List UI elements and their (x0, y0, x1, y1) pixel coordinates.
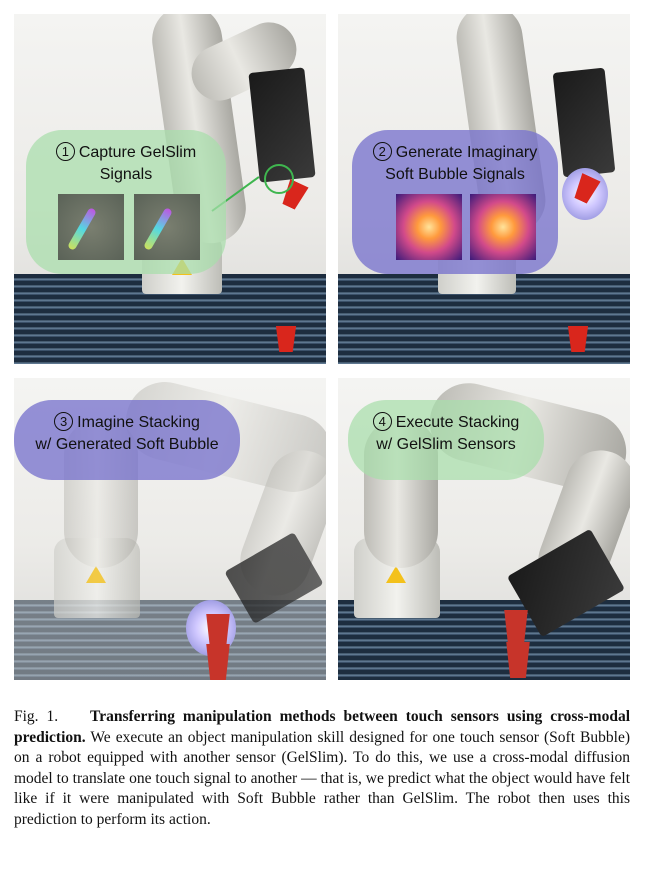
title-line2: Signals (99, 166, 153, 183)
figure-caption: Fig. 1. Transferring manipulation method… (14, 707, 630, 830)
step-title: 3 Imagine Stacking (14, 412, 240, 434)
warning-sign-icon (386, 566, 406, 583)
title-line1: Capture GelSlim (78, 144, 197, 161)
target-cup (206, 644, 230, 680)
step-callout: 2 Generate Imaginary Soft Bubble Signals (352, 130, 558, 274)
target-cup (275, 326, 297, 352)
soft-bubble-signal-left (396, 194, 462, 260)
gripper (552, 67, 616, 178)
step-callout: 1 Capture GelSlim Signals (26, 130, 226, 274)
title-line2: w/ GelSlim Sensors (376, 436, 516, 453)
step-title: 2 Generate Imaginary (352, 142, 558, 164)
step-callout: 3 Imagine Stacking w/ Generated Soft Bubb… (14, 400, 240, 480)
gelslim-signal-right (134, 194, 200, 260)
held-cup (504, 610, 528, 646)
held-cup (206, 614, 230, 650)
panel-capture-gelslim: 1 Capture GelSlim Signals (14, 14, 326, 364)
caption-bold-title: Transferring manipulation methods betwee… (14, 708, 630, 746)
step-title: 1 Capture GelSlim (26, 142, 226, 164)
title-line1: Execute Stacking (395, 414, 520, 431)
panel-execute-stacking: 4 Execute Stacking w/ GelSlim Sensors (338, 378, 630, 680)
step-number: 2 (372, 142, 392, 161)
step-number: 1 (55, 142, 75, 161)
step-callout: 4 Execute Stacking w/ GelSlim Sensors (348, 400, 544, 480)
soft-bubble-signal-right (470, 194, 536, 260)
gelslim-signal-left (58, 194, 124, 260)
caption-body: We execute an object manipulation skill … (14, 728, 630, 828)
panel-generate-soft-bubble: 2 Generate Imaginary Soft Bubble Signals (338, 14, 630, 364)
title-line2: Soft Bubble Signals (385, 166, 525, 183)
warning-sign-icon (86, 566, 106, 583)
title-line1: Imagine Stacking (77, 414, 200, 431)
title-line1: Generate Imaginary (395, 144, 538, 161)
figure-label: Fig. 1. (14, 708, 59, 725)
panel-imagine-stacking: 3 Imagine Stacking w/ Generated Soft Bubb… (14, 378, 326, 680)
target-cup (567, 326, 589, 352)
step-title: 4 Execute Stacking (348, 412, 544, 434)
target-cup (506, 642, 530, 678)
title-line2: w/ Generated Soft Bubble (35, 436, 219, 453)
step-number: 3 (54, 412, 74, 431)
sensor-highlight-circle (264, 164, 294, 194)
step-number: 4 (372, 412, 392, 431)
